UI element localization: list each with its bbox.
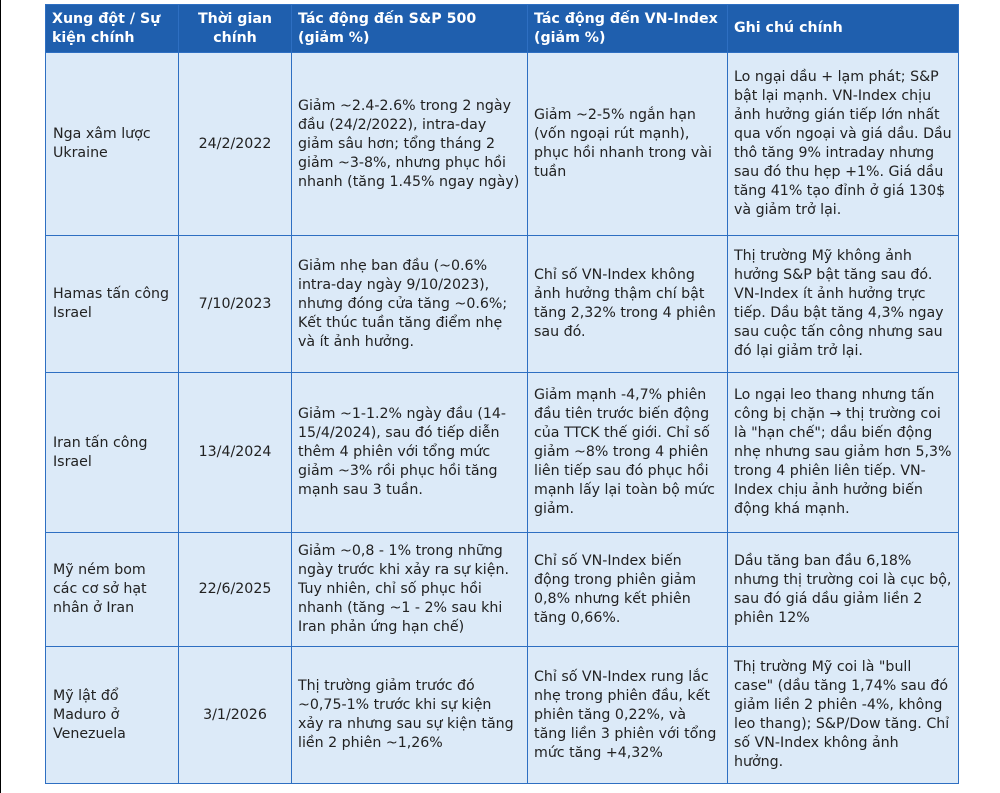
cell-date: 13/4/2024 — [178, 372, 292, 533]
cell-event: Nga xâm lược Ukraine — [45, 52, 179, 236]
cell-sp500: Giảm ~2.4-2.6% trong 2 ngày đầu (24/2/20… — [291, 52, 528, 236]
conflict-impact-table: Xung đột / Sự kiện chính Thời gian chính… — [45, 4, 959, 784]
table-row: Mỹ lật đổ Maduro ở Venezuela 3/1/2026 Th… — [45, 646, 959, 784]
cell-date: 24/2/2022 — [178, 52, 292, 236]
cell-date: 7/10/2023 — [178, 235, 292, 373]
cell-sp500: Giảm ~0,8 - 1% trong những ngày trước kh… — [291, 532, 528, 647]
cell-event: Mỹ ném bom các cơ sở hạt nhân ở Iran — [45, 532, 179, 647]
cell-vnindex: Giảm ~2-5% ngắn hạn (vốn ngoại rút mạnh)… — [527, 52, 728, 236]
cell-vnindex: Giảm mạnh -4,7% phiên đầu tiên trước biế… — [527, 372, 728, 533]
cell-event: Mỹ lật đổ Maduro ở Venezuela — [45, 646, 179, 784]
cell-notes: Lo ngại dầu + lạm phát; S&P bật lại mạnh… — [727, 52, 959, 236]
cell-date: 3/1/2026 — [178, 646, 292, 784]
cell-event: Hamas tấn công Israel — [45, 235, 179, 373]
table-row: Mỹ ném bom các cơ sở hạt nhân ở Iran 22/… — [45, 532, 959, 647]
cell-notes: Lo ngại leo thang nhưng tấn công bị chặn… — [727, 372, 959, 533]
cell-vnindex: Chỉ số VN-Index rung lắc nhẹ trong phiên… — [527, 646, 728, 784]
header-notes: Ghi chú chính — [727, 4, 959, 53]
header-sp500: Tác động đến S&P 500 (giảm %) — [291, 4, 528, 53]
page-left-edge — [0, 0, 1, 793]
cell-sp500: Thị trường giảm trước đó ~0,75-1% trước … — [291, 646, 528, 784]
cell-vnindex: Chỉ số VN-Index biến động trong phiên gi… — [527, 532, 728, 647]
table-row: Hamas tấn công Israel 7/10/2023 Giảm nhẹ… — [45, 235, 959, 373]
table-header-row: Xung đột / Sự kiện chính Thời gian chính… — [45, 4, 959, 53]
cell-notes: Dầu tăng ban đầu 6,18% nhưng thị trường … — [727, 532, 959, 647]
cell-notes: Thị trường Mỹ không ảnh hưởng S&P bật tă… — [727, 235, 959, 373]
header-event: Xung đột / Sự kiện chính — [45, 4, 179, 53]
header-date: Thời gian chính — [178, 4, 292, 53]
cell-vnindex: Chỉ số VN-Index không ảnh hưởng thậm chí… — [527, 235, 728, 373]
cell-sp500: Giảm ~1-1.2% ngày đầu (14-15/4/2024), sa… — [291, 372, 528, 533]
cell-sp500: Giảm nhẹ ban đầu (~0.6% intra-day ngày 9… — [291, 235, 528, 373]
header-vnindex: Tác động đến VN-Index (giảm %) — [527, 4, 728, 53]
table-row: Iran tấn công Israel 13/4/2024 Giảm ~1-1… — [45, 372, 959, 533]
cell-notes: Thị trường Mỹ coi là "bull case" (dầu tă… — [727, 646, 959, 784]
cell-event: Iran tấn công Israel — [45, 372, 179, 533]
cell-date: 22/6/2025 — [178, 532, 292, 647]
table-row: Nga xâm lược Ukraine 24/2/2022 Giảm ~2.4… — [45, 52, 959, 236]
